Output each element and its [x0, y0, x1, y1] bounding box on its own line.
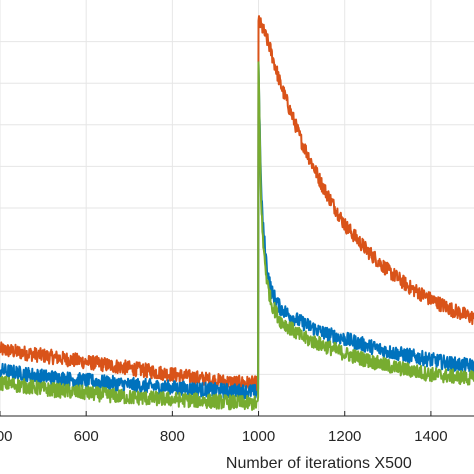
axes — [0, 411, 474, 417]
series-line-1 — [0, 15, 474, 392]
x-tick-label: 1000 — [242, 428, 275, 445]
x-axis-label: Number of iterations X500 — [226, 455, 412, 472]
x-tick-label: 400 — [0, 428, 13, 445]
series-line-3 — [0, 61, 474, 411]
series-line-2 — [0, 61, 474, 400]
x-tick-label: 800 — [160, 428, 185, 445]
x-tick-labels: 400 600 800 1000 1200 1400 — [0, 428, 448, 445]
x-tick-label: 1200 — [328, 428, 361, 445]
x-tick-label: 1400 — [414, 428, 447, 445]
x-tick-label: 600 — [74, 428, 99, 445]
series-layer — [0, 15, 474, 411]
